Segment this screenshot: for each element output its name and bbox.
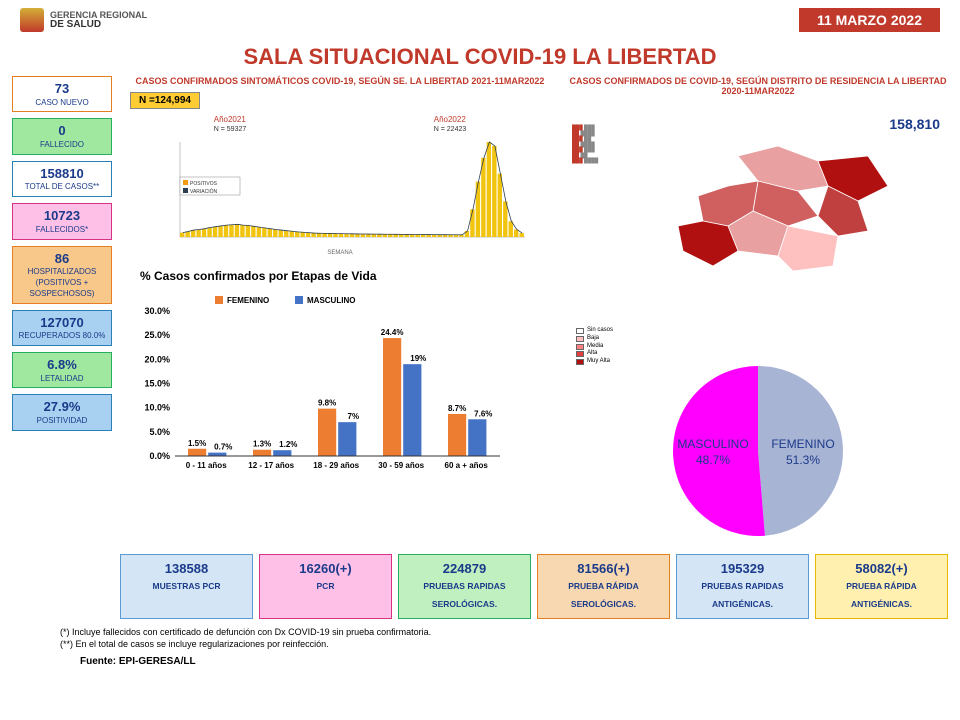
svg-text:0.0%: 0.0% <box>149 451 170 461</box>
svg-text:20.0%: 20.0% <box>144 354 170 364</box>
bottom-stat: 138588MUESTRAS PCR <box>120 554 253 619</box>
stat-box: 158810TOTAL DE CASOS** <box>12 161 112 197</box>
source: Fuente: EPI-GERESA/LL <box>0 652 960 667</box>
date-badge: 11 MARZO 2022 <box>799 8 940 32</box>
svg-text:0.7%: 0.7% <box>214 443 232 452</box>
svg-text:9.8%: 9.8% <box>318 399 336 408</box>
svg-text:10.0%: 10.0% <box>144 403 170 413</box>
svg-text:51.3%: 51.3% <box>786 453 820 467</box>
svg-text:18 - 29 años: 18 - 29 años <box>313 461 359 470</box>
page-title: SALA SITUACIONAL COVID-19 LA LIBERTAD <box>0 44 960 70</box>
svg-text:SEMANA: SEMANA <box>327 250 352 256</box>
svg-text:60 a + años: 60 a + años <box>445 461 489 470</box>
stat-box: 27.9%POSITIVIDAD <box>12 394 112 430</box>
svg-text:0 - 11 años: 0 - 11 años <box>186 461 227 470</box>
stat-box: 73CASO NUEVO <box>12 76 112 112</box>
shield-icon <box>20 8 44 32</box>
bottom-stat: 224879PRUEBAS RAPIDAS SEROLÓGICAS. <box>398 554 531 619</box>
map-title: CASOS CONFIRMADOS DE COVID-19, SEGÚN DIS… <box>568 76 948 96</box>
svg-text:VARIACIÓN: VARIACIÓN <box>190 188 218 195</box>
stat-box: 86HOSPITALIZADOS (POSITIVOS + SOSPECHOSO… <box>12 246 112 304</box>
svg-text:MASCULINO: MASCULINO <box>677 437 748 451</box>
svg-text:8.7%: 8.7% <box>448 404 466 413</box>
bottom-stats: 138588MUESTRAS PCR16260(+)PCR224879PRUEB… <box>0 546 960 623</box>
svg-text:1.5%: 1.5% <box>188 439 206 448</box>
svg-text:7%: 7% <box>348 412 360 421</box>
age-bar-chart: 0.0% 5.0% 10.0% 15.0% 20.0% 25.0% 30.0% FEMENIN… <box>130 291 510 481</box>
year-labels: Año2021N = 59327 Año2022N = 22423 <box>120 115 560 133</box>
svg-text:24.4%: 24.4% <box>381 328 404 337</box>
svg-text:POSITIVOS: POSITIVOS <box>190 181 218 187</box>
logo: GERENCIA REGIONAL DE SALUD <box>20 8 147 32</box>
svg-text:15.0%: 15.0% <box>144 379 170 389</box>
gender-pie-chart: MASCULINO 48.7% FEMENINO 51.3% <box>643 356 873 546</box>
timeseries-title: CASOS CONFIRMADOS SINTOMÁTICOS COVID-19,… <box>120 76 560 86</box>
bottom-stat: 16260(+)PCR <box>259 554 392 619</box>
org-name: GERENCIA REGIONAL DE SALUD <box>50 11 147 30</box>
svg-text:30 - 59 años: 30 - 59 años <box>378 461 424 470</box>
bottom-stat: 81566(+)PRUEBA RÁPIDA SEROLÓGICAS. <box>537 554 670 619</box>
svg-text:48.7%: 48.7% <box>696 453 730 467</box>
svg-text:1.2%: 1.2% <box>279 440 297 449</box>
map-area: 158,810 ███ █████ ███████ ████ ███████ █… <box>568 96 948 336</box>
map-legend: Sin casosBajaMediaAltaMuy Alta <box>576 327 613 366</box>
svg-text:FEMENINO: FEMENINO <box>771 437 834 451</box>
svg-text:5.0%: 5.0% <box>149 427 170 437</box>
right-column: CASOS CONFIRMADOS DE COVID-19, SEGÚN DIS… <box>568 76 948 546</box>
svg-text:7.6%: 7.6% <box>474 409 492 418</box>
n-label: N =124,994 <box>130 92 200 109</box>
content: 73CASO NUEVO 0FALLECIDO 158810TOTAL DE CAS… <box>0 76 960 546</box>
bottom-stat: 58082(+)PRUEBA RÁPIDA ANTIGÉNICAS. <box>815 554 948 619</box>
header: GERENCIA REGIONAL DE SALUD 11 MARZO 2022 <box>0 0 960 36</box>
svg-text:19%: 19% <box>410 354 426 363</box>
pie-wrap: MASCULINO 48.7% FEMENINO 51.3% <box>568 356 948 546</box>
footnotes: (*) Incluye fallecidos con certificado d… <box>0 623 960 652</box>
svg-text:30.0%: 30.0% <box>144 306 170 316</box>
stat-box: 0FALLECIDO <box>12 118 112 154</box>
middle-column: CASOS CONFIRMADOS SINTOMÁTICOS COVID-19,… <box>120 76 560 546</box>
svg-text:FEMENINO: FEMENINO <box>227 296 269 305</box>
svg-text:25.0%: 25.0% <box>144 330 170 340</box>
svg-text:12 - 17 años: 12 - 17 años <box>248 461 294 470</box>
timeseries-chart: POSITIVOSVARIACIÓN SEMANA <box>120 137 560 257</box>
bottom-stat: 195329PRUEBAS RAPIDAS ANTIGÉNICAS. <box>676 554 809 619</box>
svg-text:MASCULINO: MASCULINO <box>307 296 355 305</box>
stat-box: 127070RECUPERADOS 80.0% <box>12 310 112 346</box>
side-stats: 73CASO NUEVO 0FALLECIDO 158810TOTAL DE CAS… <box>12 76 112 546</box>
svg-text:1.3%: 1.3% <box>253 440 271 449</box>
district-list-left: ███ █████ ███████ ████ ███████ █████ ███… <box>572 126 632 165</box>
age-chart-title: % Casos confirmados por Etapas de Vida <box>140 269 560 283</box>
stat-box: 10723FALLECIDOS* <box>12 203 112 239</box>
map-total: 158,810 <box>889 116 940 132</box>
stat-box: 6.8%LETALIDAD <box>12 352 112 388</box>
